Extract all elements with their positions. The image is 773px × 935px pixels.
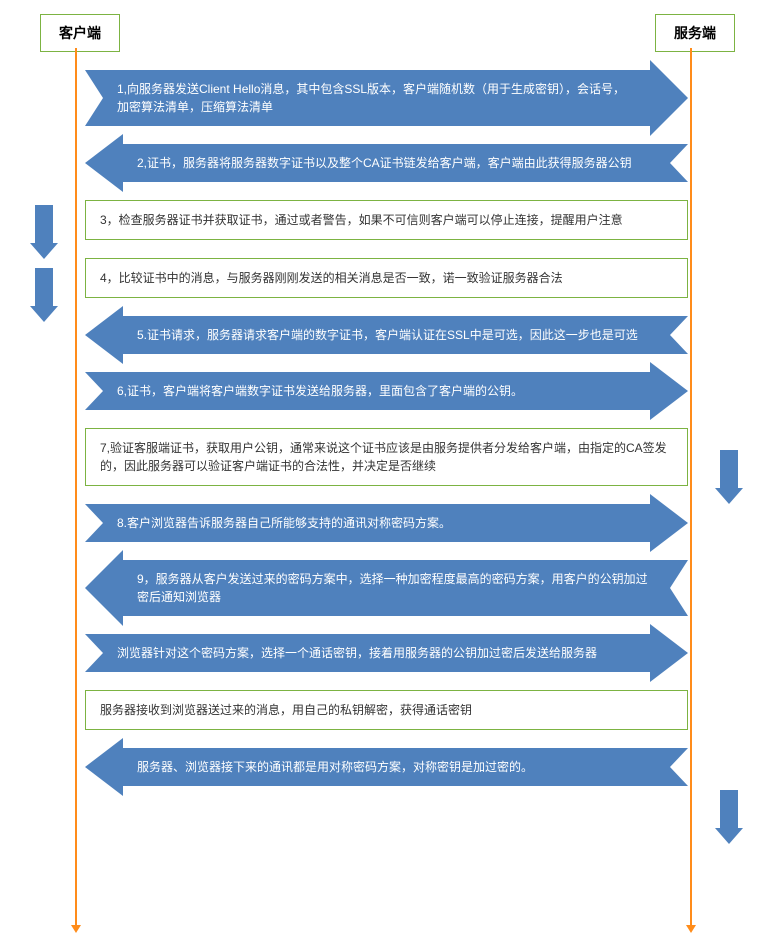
step-text: 4，比较证书中的消息，与服务器刚刚发送的相关消息是否一致，诺一致验证服务器合法 <box>100 271 563 285</box>
server-label: 服务端 <box>674 25 716 41</box>
side-down-arrow-2 <box>30 268 58 322</box>
step-text: 3，检查服务器证书并获取证书，通过或者警告，如果不可信则客户端可以停止连接，提醒… <box>100 213 623 227</box>
side-down-arrow-1 <box>30 205 58 259</box>
step-text: 2,证书，服务器将服务器数字证书以及整个CA证书链发给客户端，客户端由此获得服务… <box>137 156 632 170</box>
step-text: 9，服务器从客户发送过来的密码方案中，选择一种加密程度最高的密码方案，用客户的公… <box>137 572 648 604</box>
step-text: 服务器、浏览器接下来的通讯都是用对称密码方案，对称密钥是加过密的。 <box>137 760 533 774</box>
steps-container: 1,向服务器发送Client Hello消息，其中包含SSL版本，客户端随机数（… <box>85 70 688 804</box>
step-arrow-2: 2,证书，服务器将服务器数字证书以及整个CA证书链发给客户端，客户端由此获得服务… <box>85 144 688 182</box>
step-text: 1,向服务器发送Client Hello消息，其中包含SSL版本，客户端随机数（… <box>117 82 625 114</box>
step-arrow-9: 9，服务器从客户发送过来的密码方案中，选择一种加密程度最高的密码方案，用客户的公… <box>85 560 688 616</box>
step-text: 浏览器针对这个密码方案，选择一个通话密钥，接着用服务器的公钥加过密后发送给服务器 <box>117 646 597 660</box>
step-text: 7,验证客服端证书，获取用户公钥，通常来说这个证书应该是由服务提供者分发给客户端… <box>100 441 667 473</box>
step-text: 5.证书请求，服务器请求客户端的数字证书，客户端认证在SSL中是可选，因此这一步… <box>137 328 638 342</box>
step-text: 8.客户浏览器告诉服务器自己所能够支持的通讯对称密码方案。 <box>117 516 451 530</box>
step-text: 服务器接收到浏览器送过来的消息，用自己的私钥解密，获得通话密钥 <box>100 703 472 717</box>
server-lifeline <box>690 48 692 925</box>
step-arrow-8: 8.客户浏览器告诉服务器自己所能够支持的通讯对称密码方案。 <box>85 504 688 542</box>
step-text: 6,证书，客户端将客户端数字证书发送给服务器，里面包含了客户端的公钥。 <box>117 384 523 398</box>
client-lifeline <box>75 48 77 925</box>
server-endpoint-box: 服务端 <box>655 14 735 52</box>
step-box-4: 4，比较证书中的消息，与服务器刚刚发送的相关消息是否一致，诺一致验证服务器合法 <box>85 258 688 298</box>
step-arrow-1: 1,向服务器发送Client Hello消息，其中包含SSL版本，客户端随机数（… <box>85 70 688 126</box>
step-box-3: 3，检查服务器证书并获取证书，通过或者警告，如果不可信则客户端可以停止连接，提醒… <box>85 200 688 240</box>
step-arrow-5: 5.证书请求，服务器请求客户端的数字证书，客户端认证在SSL中是可选，因此这一步… <box>85 316 688 354</box>
step-arrow-12: 服务器、浏览器接下来的通讯都是用对称密码方案，对称密钥是加过密的。 <box>85 748 688 786</box>
client-label: 客户端 <box>59 25 101 41</box>
side-down-arrow-3 <box>715 450 743 504</box>
step-arrow-6: 6,证书，客户端将客户端数字证书发送给服务器，里面包含了客户端的公钥。 <box>85 372 688 410</box>
step-box-11: 服务器接收到浏览器送过来的消息，用自己的私钥解密，获得通话密钥 <box>85 690 688 730</box>
client-endpoint-box: 客户端 <box>40 14 120 52</box>
step-arrow-10: 浏览器针对这个密码方案，选择一个通话密钥，接着用服务器的公钥加过密后发送给服务器 <box>85 634 688 672</box>
side-down-arrow-4 <box>715 790 743 844</box>
step-box-7: 7,验证客服端证书，获取用户公钥，通常来说这个证书应该是由服务提供者分发给客户端… <box>85 428 688 486</box>
